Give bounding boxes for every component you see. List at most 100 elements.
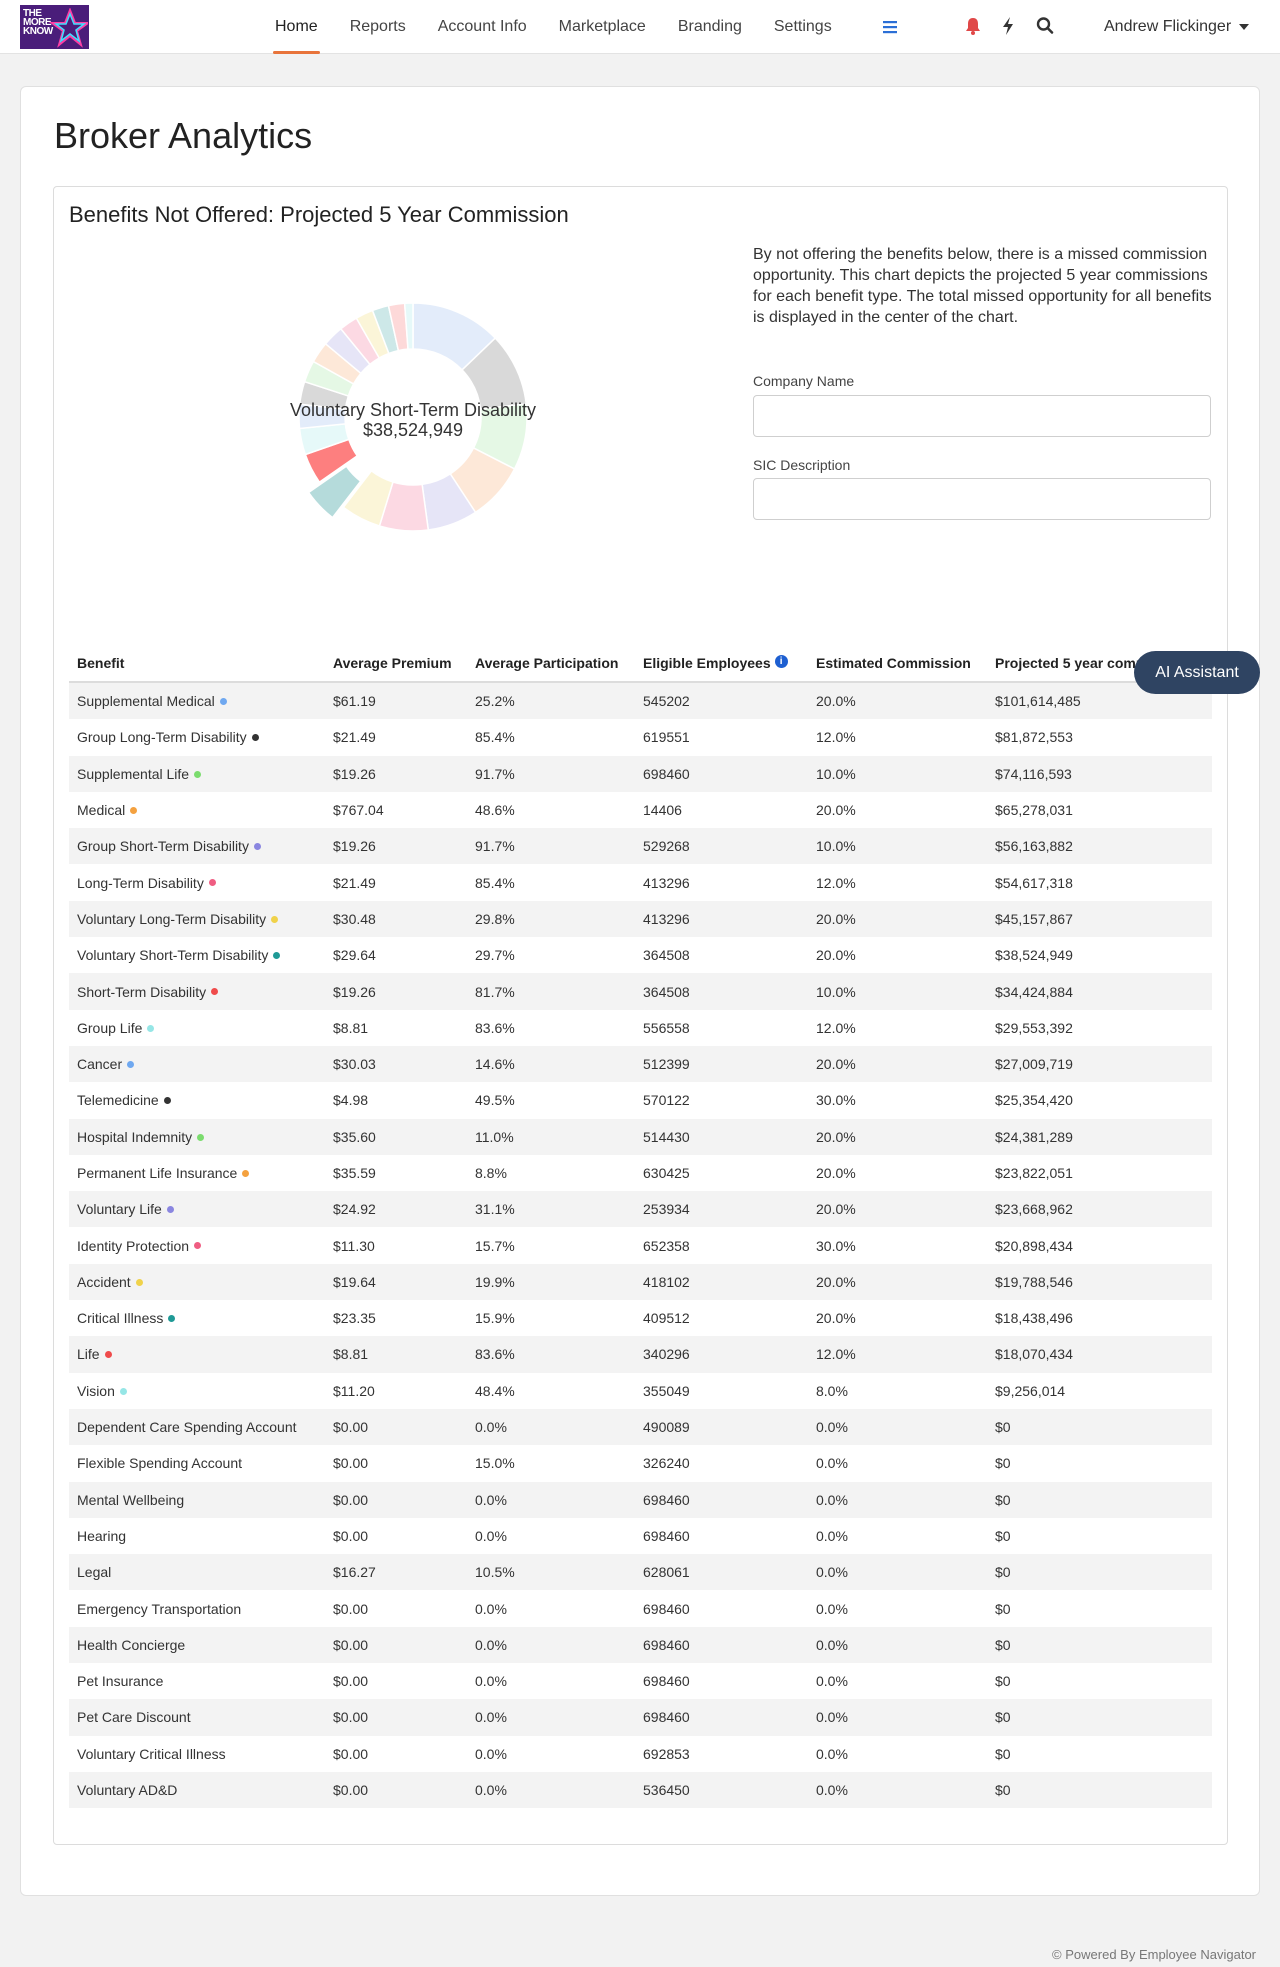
cell-average-premium: $23.35 — [325, 1300, 467, 1336]
cell-eligible-employees-text: 514430 — [643, 1128, 690, 1145]
cell-projected-commission: $0 — [987, 1626, 1212, 1664]
cell-benefit: Group Long-Term Disability — [69, 719, 325, 755]
cell-estimated-commission-text: 0.0% — [816, 1636, 848, 1653]
table-row: Group Life $8.81 83.6% 556558 12.0% $29,553,3… — [69, 1010, 1212, 1046]
cell-eligible-employees-text: 355049 — [643, 1382, 690, 1399]
table-row: Medical $767.04 48.6% 14406 20.0% $65,278,031 — [69, 792, 1212, 828]
info-icon[interactable]: i — [774, 655, 788, 669]
cell-estimated-commission-text: 12.0% — [816, 1019, 856, 1036]
cell-eligible-employees: 364508 — [635, 973, 808, 1010]
cell-projected-commission: $23,822,051 — [987, 1155, 1212, 1191]
cell-projected-commission: $24,381,289 — [987, 1118, 1212, 1155]
cell-average-participation: 25.2% — [467, 682, 635, 720]
nav-reports[interactable]: Reports — [349, 18, 406, 35]
cell-projected-commission-text: $81,872,553 — [995, 729, 1073, 746]
cell-projected-commission-text: $0 — [995, 1564, 1011, 1581]
legend-dot-icon — [271, 915, 279, 923]
column-header-average-premium[interactable]: Average Premium — [325, 644, 467, 683]
cell-benefit: Supplemental Medical — [69, 682, 325, 720]
cell-average-participation-text: 31.1% — [475, 1201, 515, 1218]
cell-benefit: Pet Care Discount — [69, 1699, 325, 1736]
cell-average-participation: 0.0% — [467, 1518, 635, 1554]
cell-projected-commission: $0 — [987, 1663, 1212, 1699]
cell-benefit: Supplemental Life — [69, 755, 325, 792]
bolt-icon[interactable] — [998, 15, 1018, 37]
cell-eligible-employees: 698460 — [635, 1663, 808, 1699]
cell-projected-commission-text: $0 — [995, 1527, 1011, 1544]
cell-eligible-employees: 340296 — [635, 1336, 808, 1373]
section-title: Benefits Not Offered: Projected 5 Year C… — [69, 202, 569, 227]
bell-icon[interactable] — [963, 15, 983, 37]
cell-average-participation-text: 8.8% — [475, 1165, 507, 1181]
column-header-estimated-commission[interactable]: Estimated Commission — [808, 644, 987, 683]
cell-projected-commission: $27,009,719 — [987, 1045, 1212, 1083]
cell-average-premium: $35.60 — [325, 1118, 467, 1155]
cell-benefit: Medical — [69, 792, 325, 828]
nav-marketplace[interactable]: Marketplace — [558, 18, 646, 35]
cell-average-participation-text: 0.0% — [475, 1709, 507, 1726]
user-menu[interactable]: Andrew Flickinger — [1104, 0, 1250, 54]
sic-description-input[interactable] — [753, 478, 1211, 520]
column-header-benefit[interactable]: Benefit — [69, 644, 325, 683]
cell-projected-commission-text: $0 — [995, 1636, 1011, 1653]
cell-average-participation-text: 15.7% — [475, 1237, 515, 1254]
cell-average-premium: $767.04 — [325, 792, 467, 828]
cell-average-participation: 11.0% — [467, 1118, 635, 1155]
cell-estimated-commission: 12.0% — [808, 1010, 987, 1046]
cell-estimated-commission: 20.0% — [808, 1300, 987, 1336]
cell-average-participation-text: 0.0% — [475, 1527, 507, 1544]
main-nav: Home Reports Account Info Marketplace Br… — [259, 0, 848, 54]
cell-projected-commission: $20,898,434 — [987, 1227, 1212, 1263]
cell-estimated-commission: 20.0% — [808, 1191, 987, 1228]
legend-dot-icon — [273, 952, 281, 960]
cell-average-participation: 8.8% — [467, 1155, 635, 1191]
ai-assistant-button[interactable]: AI Assistant — [1134, 651, 1260, 694]
cell-projected-commission-text: $9,256,014 — [995, 1382, 1066, 1399]
cell-eligible-employees-text: 545202 — [643, 693, 690, 710]
cell-projected-commission-text: $0 — [995, 1709, 1011, 1726]
cell-projected-commission: $9,256,014 — [987, 1373, 1212, 1409]
cell-projected-commission: $0 — [987, 1408, 1212, 1446]
cell-eligible-employees: 536450 — [635, 1771, 808, 1809]
cell-benefit: Voluntary Life — [69, 1191, 325, 1228]
cell-average-participation-text: 29.8% — [475, 910, 515, 927]
search-icon[interactable] — [1035, 15, 1055, 37]
nav-home[interactable]: Home — [259, 0, 334, 54]
cell-benefit-text: Group Short-Term Disability — [77, 838, 249, 855]
cell-average-participation: 15.0% — [467, 1445, 635, 1481]
cell-projected-commission: $0 — [987, 1771, 1212, 1809]
cell-eligible-employees-text: 418102 — [643, 1273, 690, 1290]
cell-average-participation-text: 29.7% — [475, 947, 515, 964]
nav-branding[interactable]: Branding — [677, 18, 742, 35]
cell-average-participation: 19.9% — [467, 1263, 635, 1301]
cell-benefit: Mental Wellbeing — [69, 1481, 325, 1518]
cell-eligible-employees: 514430 — [635, 1118, 808, 1155]
cell-projected-commission-text: $25,354,420 — [995, 1092, 1073, 1109]
cell-projected-commission-text: $45,157,867 — [995, 910, 1073, 927]
donut-slice-voluntary-long-term-disability[interactable] — [342, 469, 394, 527]
donut-slice-vision[interactable] — [403, 302, 414, 350]
cell-eligible-employees-text: 364508 — [643, 983, 690, 1000]
cell-estimated-commission: 0.0% — [808, 1736, 987, 1772]
donut-slice-voluntary-short-term-disability[interactable] — [307, 465, 362, 519]
legend-dot-icon — [119, 1387, 127, 1395]
cell-eligible-employees-text: 253934 — [643, 1201, 690, 1218]
cell-estimated-commission-text: 20.0% — [816, 1310, 856, 1327]
cell-average-participation-text: 0.0% — [475, 1673, 507, 1690]
eligible-employees-label: Eligible Employees — [643, 654, 771, 671]
nav-settings[interactable]: Settings — [773, 18, 832, 35]
cell-eligible-employees-text: 529268 — [643, 838, 690, 855]
nav-account-info[interactable]: Account Info — [437, 18, 527, 35]
cell-projected-commission: $54,617,318 — [987, 864, 1212, 900]
cell-benefit-text: Mental Wellbeing — [77, 1491, 185, 1508]
column-header-average-participation[interactable]: Average Participation — [467, 644, 635, 683]
company-name-input[interactable] — [753, 395, 1211, 437]
menu-icon[interactable] — [883, 18, 897, 36]
column-header-eligible-employees[interactable]: Eligible Employees i — [635, 644, 808, 683]
cell-projected-commission: $0 — [987, 1699, 1212, 1736]
cell-estimated-commission: 12.0% — [808, 864, 987, 900]
legend-dot-icon — [251, 734, 259, 742]
table-row: Life $8.81 83.6% 340296 12.0% $18,070,434 — [69, 1336, 1212, 1373]
cell-eligible-employees-text: 536450 — [643, 1782, 690, 1799]
company-logo[interactable]: THE MORE KNOW — [20, 5, 89, 49]
